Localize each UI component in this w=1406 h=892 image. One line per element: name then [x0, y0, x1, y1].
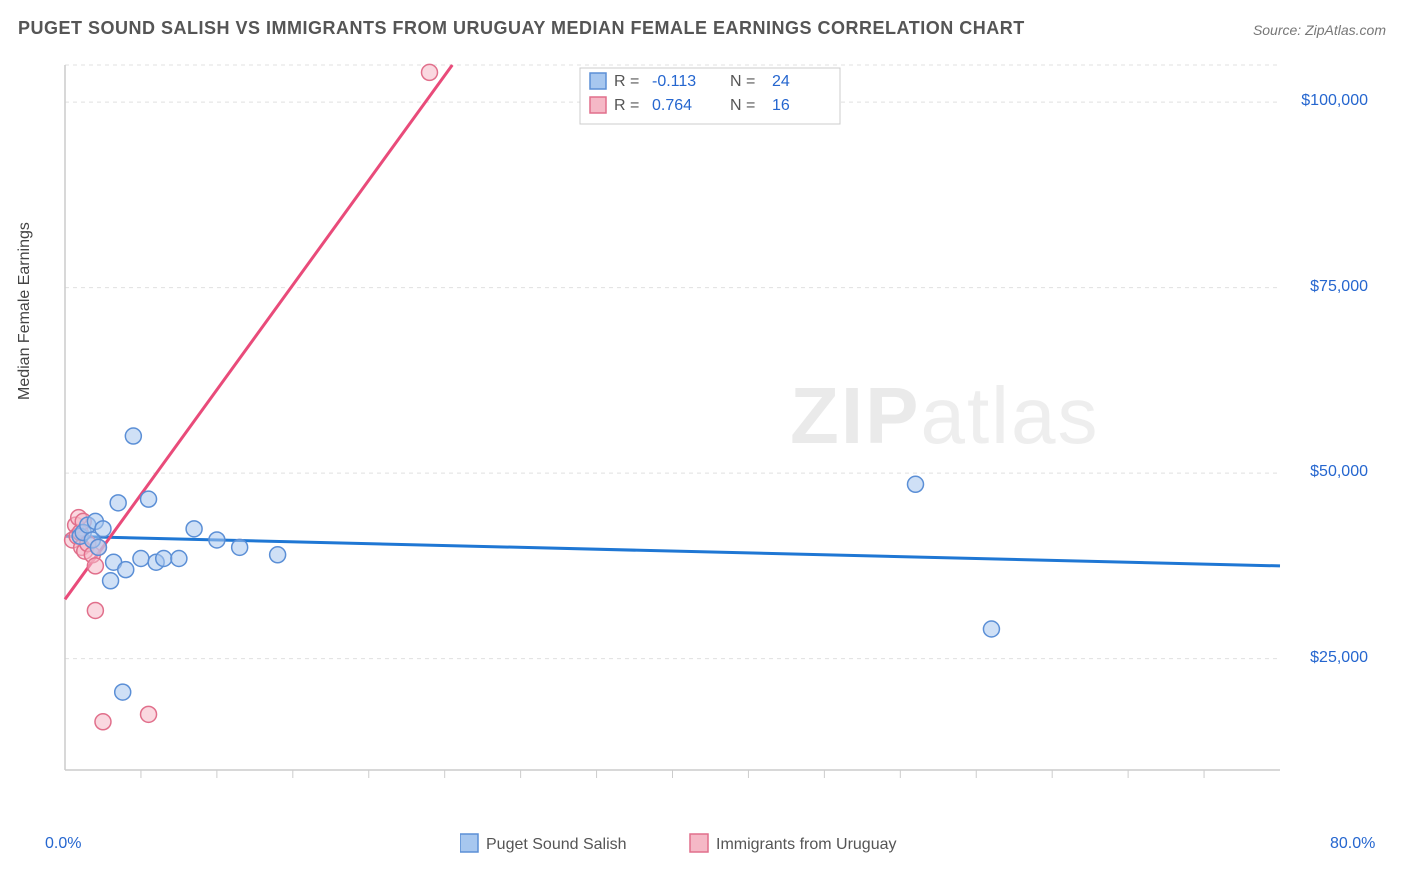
data-point — [115, 684, 131, 700]
correlation-legend: R = -0.113 N = 24 R = 0.764 N = 16 — [580, 68, 840, 124]
legend-n-label: N = — [730, 97, 755, 114]
data-point — [125, 428, 141, 444]
y-tick-label: $100,000 — [1288, 92, 1368, 110]
legend-n-label: N = — [730, 73, 755, 90]
data-point — [141, 491, 157, 507]
trend-line — [65, 65, 452, 599]
data-point — [90, 539, 106, 555]
legend-swatch-2 — [690, 834, 708, 852]
y-tick-label: $25,000 — [1288, 649, 1368, 667]
legend-label-1: Puget Sound Salish — [486, 836, 627, 853]
data-point — [103, 573, 119, 589]
legend-r-value: 0.764 — [652, 97, 692, 114]
data-point — [270, 547, 286, 563]
source-attribution: Source: ZipAtlas.com — [1253, 22, 1386, 38]
y-tick-label: $75,000 — [1288, 278, 1368, 296]
x-axis-min-label: 0.0% — [45, 835, 81, 853]
data-point — [422, 64, 438, 80]
data-point — [110, 495, 126, 511]
chart-title: PUGET SOUND SALISH VS IMMIGRANTS FROM UR… — [18, 18, 1025, 39]
legend-label-2: Immigrants from Uruguay — [716, 836, 897, 853]
data-point — [87, 558, 103, 574]
legend-r-label: R = — [614, 73, 639, 90]
legend-n-value: 16 — [772, 97, 790, 114]
data-point — [118, 562, 134, 578]
legend-swatch — [590, 73, 606, 89]
legend-n-value: 24 — [772, 73, 790, 90]
data-point — [209, 532, 225, 548]
bottom-legend: Puget Sound Salish Immigrants from Urugu… — [460, 830, 980, 860]
data-point — [141, 706, 157, 722]
legend-r-value: -0.113 — [652, 73, 696, 90]
data-point — [133, 551, 149, 567]
data-point — [232, 539, 248, 555]
x-axis-max-label: 80.0% — [1330, 835, 1375, 853]
y-tick-label: $50,000 — [1288, 463, 1368, 481]
data-point — [171, 551, 187, 567]
legend-swatch — [590, 97, 606, 113]
data-point — [156, 551, 172, 567]
data-point — [87, 602, 103, 618]
scatter-plot: R = -0.113 N = 24 R = 0.764 N = 16 — [60, 60, 1370, 800]
data-point — [186, 521, 202, 537]
data-point — [95, 521, 111, 537]
data-point — [983, 621, 999, 637]
legend-swatch-1 — [460, 834, 478, 852]
y-axis-label: Median Female Earnings — [16, 222, 34, 400]
data-point — [95, 714, 111, 730]
data-point — [908, 476, 924, 492]
legend-r-label: R = — [614, 97, 639, 114]
